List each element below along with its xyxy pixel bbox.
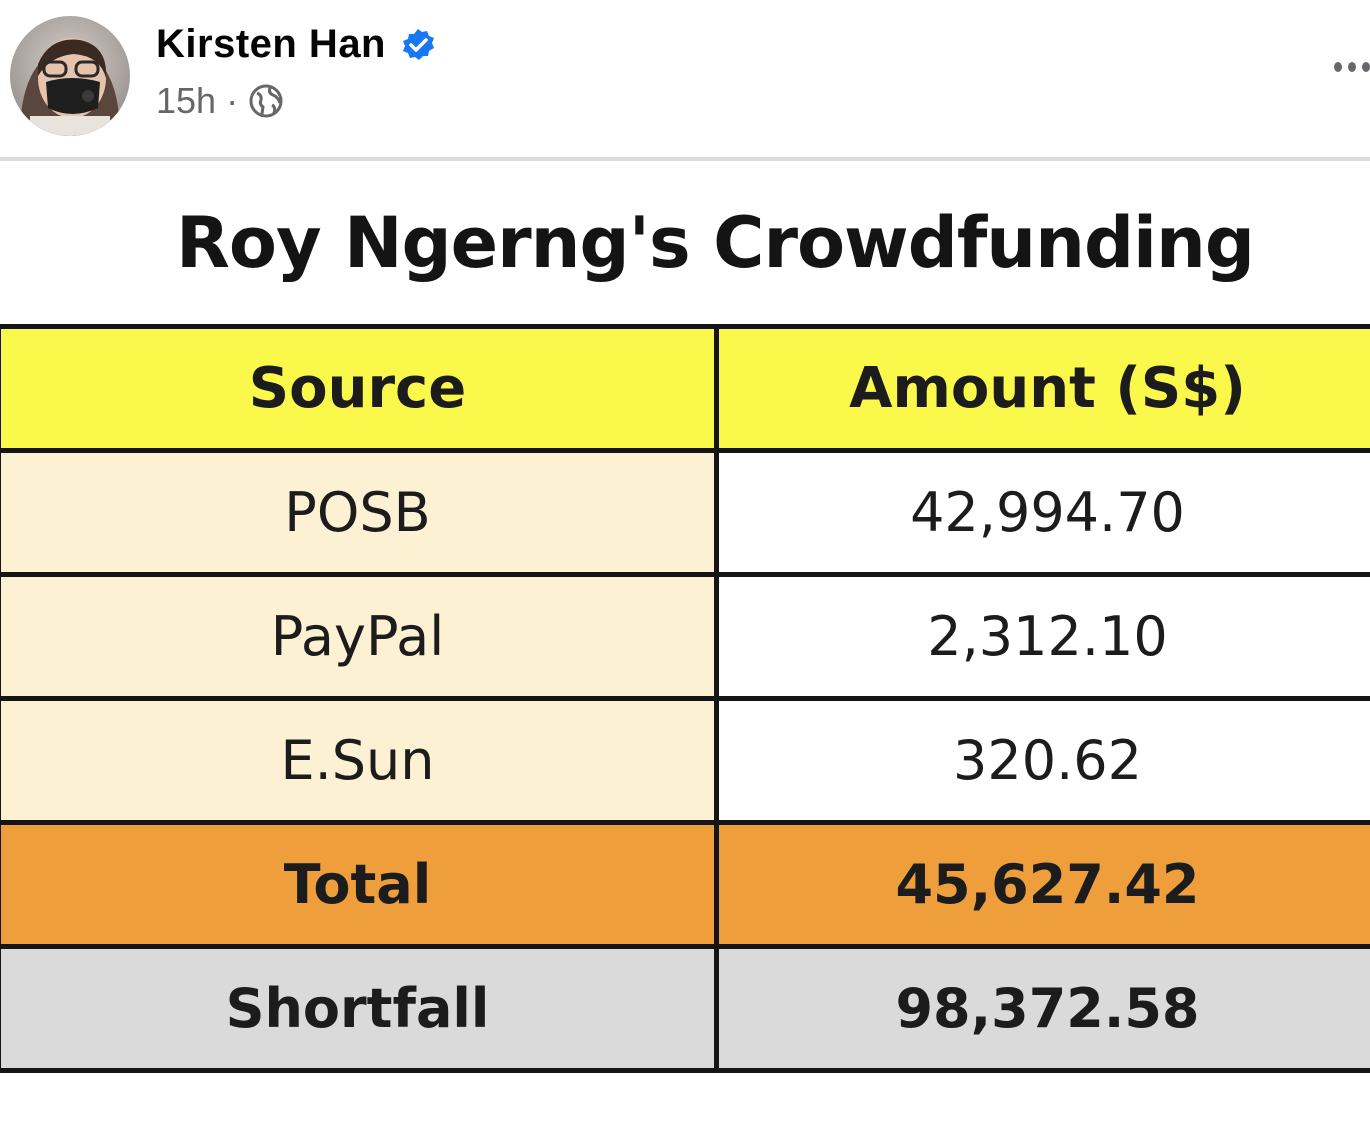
avatar-image: [10, 16, 130, 136]
table-row: E.Sun 320.62: [0, 696, 1370, 825]
post-image[interactable]: Roy Ngerng's Crowdfunding Source Amount …: [0, 162, 1370, 1124]
post-meta: 15h ·: [156, 80, 284, 122]
total-label: Total: [0, 820, 719, 949]
more-options-icon[interactable]: [1334, 52, 1370, 82]
author-line: Kirsten Han: [156, 22, 436, 67]
globe-icon[interactable]: [248, 83, 284, 119]
amount-cell: 2,312.10: [714, 572, 1370, 701]
avatar[interactable]: [10, 16, 130, 136]
total-amount: 45,627.42: [714, 820, 1370, 949]
more-dot: [1348, 62, 1356, 72]
shortfall-amount: 98,372.58: [714, 944, 1370, 1073]
author-name[interactable]: Kirsten Han: [156, 22, 386, 66]
post-time[interactable]: 15h: [156, 80, 217, 121]
graphic-title: Roy Ngerng's Crowdfunding: [175, 202, 1255, 284]
table-header-row: Source Amount (S$): [0, 324, 1370, 453]
meta-separator: ·: [226, 80, 239, 121]
header-amount: Amount (S$): [714, 324, 1370, 453]
header-source: Source: [0, 324, 719, 453]
amount-cell: 42,994.70: [714, 448, 1370, 577]
source-cell: PayPal: [0, 572, 719, 701]
more-dot: [1334, 62, 1342, 72]
total-row: Total 45,627.42: [0, 820, 1370, 949]
source-cell: E.Sun: [0, 696, 719, 825]
shortfall-label: Shortfall: [0, 944, 719, 1073]
source-cell: POSB: [0, 448, 719, 577]
more-dot: [1362, 62, 1370, 72]
amount-cell: 320.62: [714, 696, 1370, 825]
table-row: POSB 42,994.70: [0, 448, 1370, 577]
table-row: PayPal 2,312.10: [0, 572, 1370, 701]
verified-badge-icon: [403, 28, 434, 60]
crowdfunding-table: Source Amount (S$) POSB 42,994.70 PayPal…: [0, 324, 1370, 1073]
shortfall-row: Shortfall 98,372.58: [0, 944, 1370, 1073]
header-divider: [0, 157, 1370, 161]
post-header: Kirsten Han 15h ·: [0, 0, 1370, 160]
